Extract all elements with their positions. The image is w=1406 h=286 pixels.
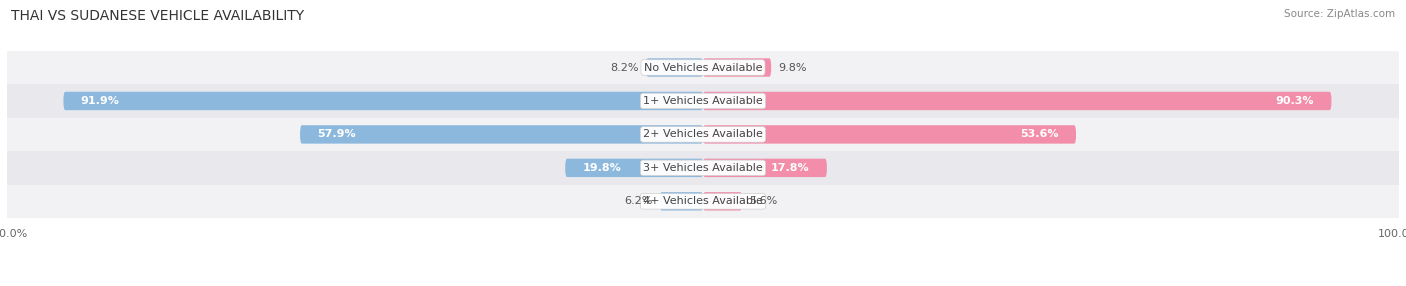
Text: 57.9%: 57.9%: [318, 130, 356, 139]
Text: 6.2%: 6.2%: [624, 196, 652, 206]
Text: 1+ Vehicles Available: 1+ Vehicles Available: [643, 96, 763, 106]
Text: 91.9%: 91.9%: [80, 96, 120, 106]
Bar: [7, 118, 1399, 151]
Text: Source: ZipAtlas.com: Source: ZipAtlas.com: [1284, 9, 1395, 19]
Text: 3+ Vehicles Available: 3+ Vehicles Available: [643, 163, 763, 173]
Text: 8.2%: 8.2%: [610, 63, 638, 73]
Text: No Vehicles Available: No Vehicles Available: [644, 63, 762, 73]
Text: 2+ Vehicles Available: 2+ Vehicles Available: [643, 130, 763, 139]
FancyBboxPatch shape: [565, 159, 703, 177]
Text: THAI VS SUDANESE VEHICLE AVAILABILITY: THAI VS SUDANESE VEHICLE AVAILABILITY: [11, 9, 304, 23]
FancyBboxPatch shape: [703, 92, 1331, 110]
FancyBboxPatch shape: [703, 159, 827, 177]
Text: 53.6%: 53.6%: [1021, 130, 1059, 139]
FancyBboxPatch shape: [645, 58, 703, 77]
Text: 17.8%: 17.8%: [770, 163, 810, 173]
FancyBboxPatch shape: [703, 58, 772, 77]
Text: 4+ Vehicles Available: 4+ Vehicles Available: [643, 196, 763, 206]
Bar: [7, 151, 1399, 184]
Bar: [7, 184, 1399, 218]
FancyBboxPatch shape: [703, 192, 742, 210]
Bar: [7, 84, 1399, 118]
Text: 5.6%: 5.6%: [749, 196, 778, 206]
Text: 19.8%: 19.8%: [582, 163, 621, 173]
Text: 90.3%: 90.3%: [1275, 96, 1315, 106]
Bar: [7, 51, 1399, 84]
FancyBboxPatch shape: [703, 125, 1076, 144]
FancyBboxPatch shape: [63, 92, 703, 110]
FancyBboxPatch shape: [659, 192, 703, 210]
FancyBboxPatch shape: [299, 125, 703, 144]
Text: 9.8%: 9.8%: [778, 63, 807, 73]
